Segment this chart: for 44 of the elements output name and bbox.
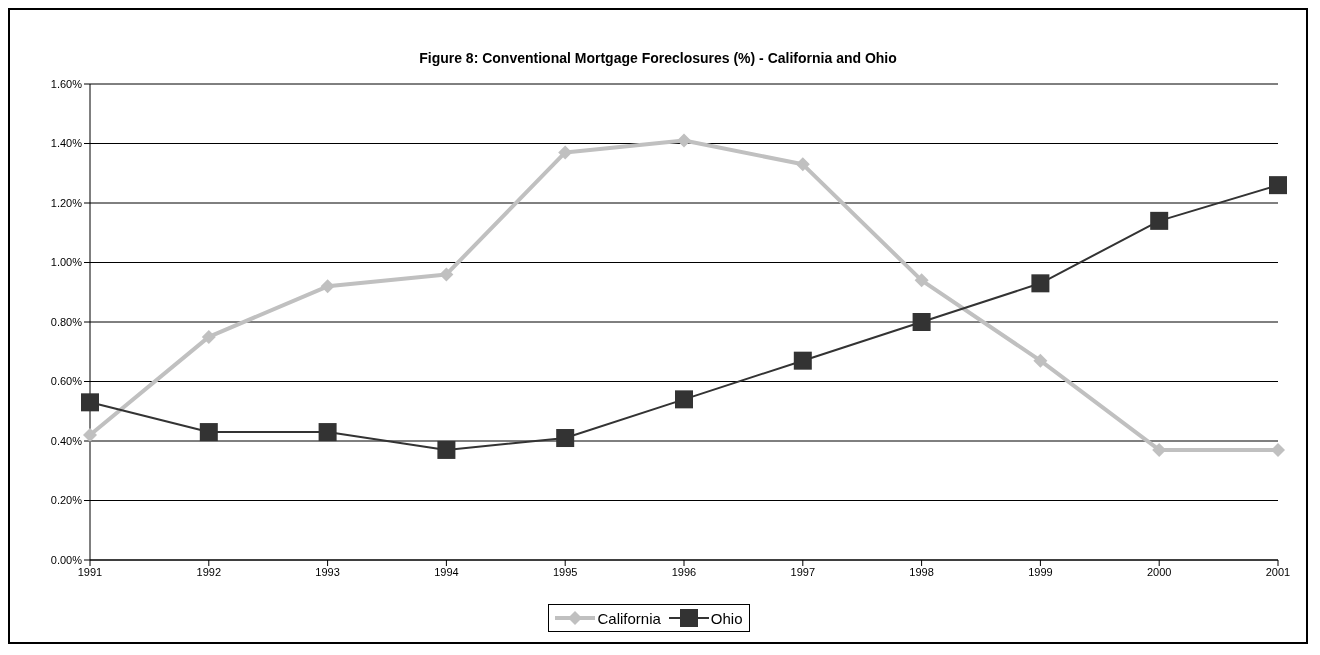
point [1150,211,1169,230]
point [558,145,573,160]
point [556,429,575,448]
x-tick-label: 1999 [1028,565,1053,578]
point [795,157,810,172]
y-tick-label: 0.60% [50,375,83,388]
y-tick-label: 1.00% [50,256,83,269]
x-tick-label: 1998 [909,565,934,578]
point [201,329,216,344]
point [199,423,218,442]
chart-title: Figure 8: Conventional Mortgage Foreclosures (%) - California and Ohio [418,49,898,68]
point [320,279,335,294]
y-tick-label: 0.20% [50,494,83,507]
point [81,393,99,412]
y-tick-label: 1.60% [50,77,83,90]
x-tick-label: 1991 [77,565,103,578]
x-tick-label: 1996 [671,565,697,578]
x-tick-label: 1993 [315,565,340,578]
x-tick-label: 2000 [1146,565,1172,578]
legend-label: California [596,608,661,628]
point [912,313,931,331]
point [675,390,693,409]
point [1033,353,1048,368]
point [1271,442,1285,457]
x-tick-label: 1992 [196,565,222,578]
point [83,428,97,443]
point [1031,274,1050,293]
y-tick-label: 0.00% [50,553,83,566]
y-tick-label: 1.40% [50,137,83,150]
x-tick-label: 1995 [552,565,578,578]
point [793,351,812,370]
x-tick-label: 2001 [1265,565,1291,578]
x-tick-label: 1997 [790,565,816,578]
point [1269,176,1287,195]
y-tick-label: 1.20% [50,196,83,209]
point [914,273,929,288]
y-tick-label: 0.40% [50,434,83,447]
point [677,133,691,148]
y-tick-label: 0.80% [50,315,83,328]
x-tick-label: 1994 [434,565,459,578]
point [318,423,337,442]
point [437,440,456,459]
legend-label: Ohio [709,608,743,628]
point [439,267,454,282]
